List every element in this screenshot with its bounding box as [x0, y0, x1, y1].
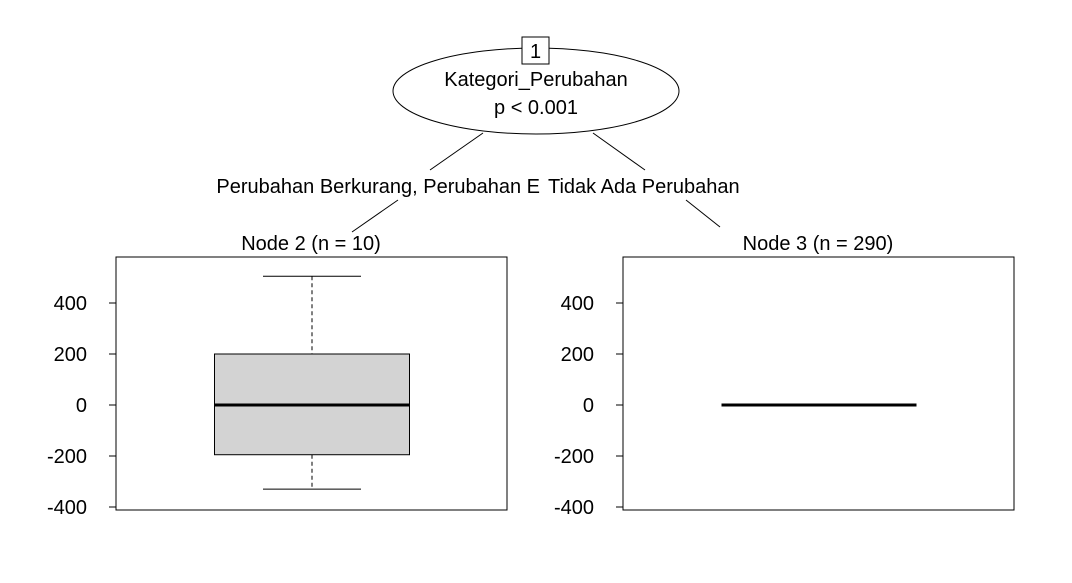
node-3-y-tick-label: 0: [583, 395, 594, 417]
node-3-y-tick-label: 200: [561, 344, 594, 366]
node-3-y-tick-label: 400: [561, 293, 594, 315]
root-node-p-value: p < 0.001: [494, 97, 578, 119]
root-node-id: 1: [530, 41, 541, 63]
root-node-variable: Kategori_Perubahan: [444, 69, 627, 91]
node-2-y-tick-label: 200: [54, 344, 87, 366]
edge-label-right: Tidak Ada Perubahan: [548, 176, 740, 198]
edge-right-lower: [685, 199, 721, 228]
edge-left-lower: [351, 199, 399, 233]
edge-left-upper: [429, 132, 484, 171]
node-2-y-tick-label: 400: [54, 293, 87, 315]
node-2-y-tick-label: 0: [76, 395, 87, 417]
root-node: 1 Kategori_Perubahan p < 0.001: [392, 36, 680, 135]
node-2-boxplot-panel: Node 2 (n = 10) -400 -200 0 200 400: [47, 233, 508, 519]
node-3-y-tick-label: -200: [554, 446, 594, 468]
edge-label-left: Perubahan Berkurang, Perubahan E: [216, 176, 540, 198]
node-2-y-tick-label: -200: [47, 446, 87, 468]
edge-right-upper: [592, 132, 646, 171]
node-2-plot-frame: [115, 256, 508, 511]
node-3-plot-frame: [622, 256, 1015, 511]
node-2-title: Node 2 (n = 10): [241, 233, 381, 255]
node-3-title: Node 3 (n = 290): [743, 233, 894, 255]
node-2-y-tick-label: -400: [47, 497, 87, 519]
node-3-y-tick-label: -400: [554, 497, 594, 519]
node-3-boxplot-panel: Node 3 (n = 290) -400 -200 0 200 400: [554, 233, 1015, 519]
root-node-id-box: [521, 36, 550, 65]
